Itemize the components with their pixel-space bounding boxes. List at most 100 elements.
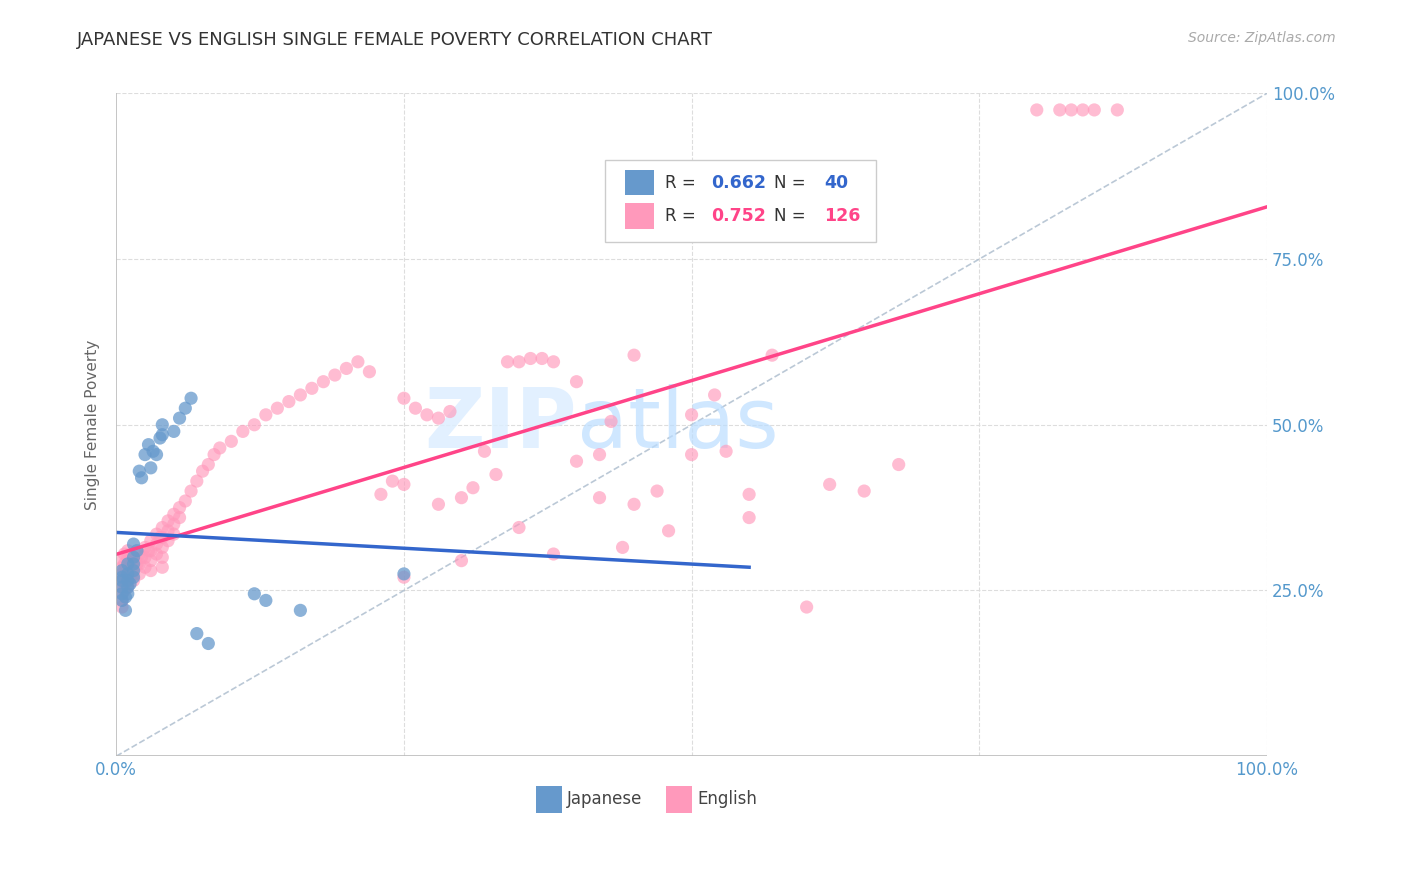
- Point: [111, 587, 134, 601]
- Point: [381, 474, 404, 488]
- Point: [588, 448, 610, 462]
- Point: [111, 574, 134, 588]
- Point: [450, 491, 472, 505]
- Point: [290, 603, 312, 617]
- Point: [138, 437, 160, 451]
- Point: [290, 388, 312, 402]
- Point: [681, 408, 703, 422]
- Point: [120, 554, 142, 568]
- Point: [543, 355, 565, 369]
- Point: [392, 477, 415, 491]
- Point: [163, 425, 186, 439]
- Point: [117, 550, 139, 565]
- Point: [738, 510, 761, 524]
- Point: [117, 566, 139, 581]
- Point: [145, 537, 167, 551]
- Y-axis label: Single Female Poverty: Single Female Poverty: [86, 340, 100, 510]
- Point: [169, 411, 191, 425]
- Point: [149, 431, 172, 445]
- Point: [392, 566, 415, 581]
- Point: [150, 427, 173, 442]
- Point: [122, 560, 145, 574]
- Point: [496, 355, 519, 369]
- Point: [623, 348, 645, 362]
- Point: [138, 543, 160, 558]
- Bar: [624, 170, 654, 195]
- Point: [392, 570, 415, 584]
- Point: [508, 520, 530, 534]
- Point: [404, 401, 426, 416]
- Point: [738, 487, 761, 501]
- Point: [392, 391, 415, 405]
- Point: [122, 570, 145, 584]
- Point: [254, 593, 277, 607]
- Point: [139, 533, 162, 548]
- Point: [169, 500, 191, 515]
- Point: [266, 401, 288, 416]
- Text: 0.752: 0.752: [711, 207, 766, 225]
- Point: [111, 564, 134, 578]
- Point: [112, 570, 135, 584]
- Point: [122, 537, 145, 551]
- Point: [145, 527, 167, 541]
- Point: [530, 351, 553, 366]
- Point: [427, 497, 450, 511]
- Point: [122, 550, 145, 565]
- Point: [112, 557, 135, 571]
- Point: [111, 580, 134, 594]
- Point: [128, 464, 150, 478]
- Point: [174, 494, 197, 508]
- Point: [335, 361, 357, 376]
- Point: [1071, 103, 1094, 117]
- Point: [761, 348, 783, 362]
- Point: [474, 444, 496, 458]
- Point: [157, 524, 180, 538]
- Point: [111, 560, 134, 574]
- Point: [131, 550, 153, 565]
- Point: [191, 464, 214, 478]
- Point: [543, 547, 565, 561]
- Point: [323, 368, 346, 382]
- Point: [208, 441, 231, 455]
- Point: [117, 574, 139, 588]
- Point: [197, 458, 219, 472]
- Point: [1049, 103, 1071, 117]
- Point: [485, 467, 508, 482]
- Point: [139, 554, 162, 568]
- Point: [112, 564, 135, 578]
- Point: [277, 394, 299, 409]
- Point: [117, 587, 139, 601]
- Point: [796, 600, 818, 615]
- Point: [134, 448, 156, 462]
- Point: [163, 508, 186, 522]
- Point: [461, 481, 484, 495]
- Point: [681, 448, 703, 462]
- Text: 0.662: 0.662: [711, 174, 766, 192]
- Point: [243, 587, 266, 601]
- Point: [111, 580, 134, 594]
- Point: [150, 520, 173, 534]
- Point: [111, 570, 134, 584]
- Point: [359, 365, 381, 379]
- FancyBboxPatch shape: [606, 160, 876, 243]
- Point: [149, 531, 172, 545]
- Text: Source: ZipAtlas.com: Source: ZipAtlas.com: [1188, 31, 1336, 45]
- Point: [150, 531, 173, 545]
- Point: [312, 375, 335, 389]
- Point: [416, 408, 439, 422]
- Point: [450, 554, 472, 568]
- Text: N =: N =: [775, 174, 811, 192]
- Point: [150, 417, 173, 432]
- Point: [111, 593, 134, 607]
- Point: [243, 417, 266, 432]
- Text: R =: R =: [665, 207, 702, 225]
- Point: [145, 547, 167, 561]
- Point: [131, 471, 153, 485]
- Point: [370, 487, 392, 501]
- Point: [565, 375, 588, 389]
- Point: [174, 401, 197, 416]
- Point: [134, 560, 156, 574]
- Point: [347, 355, 370, 369]
- Point: [853, 484, 876, 499]
- Point: [1083, 103, 1105, 117]
